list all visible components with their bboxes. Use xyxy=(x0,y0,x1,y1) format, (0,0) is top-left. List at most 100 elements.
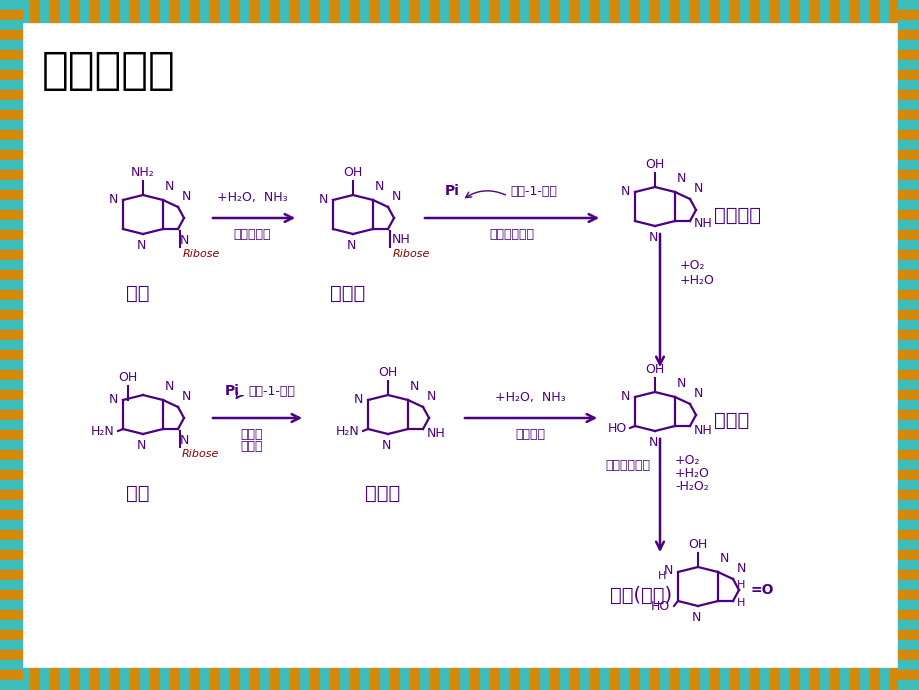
Bar xyxy=(330,0,340,22)
Bar xyxy=(230,668,240,690)
Bar xyxy=(400,0,410,22)
Bar xyxy=(160,0,170,22)
Text: N: N xyxy=(391,190,401,203)
Bar xyxy=(470,0,480,22)
Bar xyxy=(779,0,789,22)
Bar xyxy=(897,50,919,60)
Bar xyxy=(897,290,919,300)
Bar xyxy=(359,668,369,690)
Text: NH: NH xyxy=(426,426,446,440)
Bar xyxy=(0,140,22,150)
Text: Ribose: Ribose xyxy=(392,249,430,259)
Bar xyxy=(359,0,369,22)
Bar xyxy=(897,300,919,310)
Bar xyxy=(550,668,560,690)
Bar xyxy=(429,0,439,22)
Bar xyxy=(897,480,919,490)
Bar xyxy=(230,0,240,22)
Bar xyxy=(729,668,739,690)
Bar xyxy=(490,668,499,690)
Bar xyxy=(849,668,859,690)
Bar xyxy=(897,550,919,560)
Bar xyxy=(897,670,919,680)
Bar xyxy=(749,668,759,690)
Bar xyxy=(609,0,619,22)
Bar xyxy=(909,0,919,22)
Bar xyxy=(899,668,909,690)
Bar xyxy=(897,660,919,670)
Bar xyxy=(0,0,10,22)
Bar xyxy=(897,450,919,460)
Bar xyxy=(619,668,630,690)
Text: OH: OH xyxy=(343,166,362,179)
Bar xyxy=(897,390,919,400)
Bar xyxy=(480,0,490,22)
Bar xyxy=(0,130,22,140)
Bar xyxy=(60,0,70,22)
Text: NH₂: NH₂ xyxy=(131,166,154,179)
Bar xyxy=(699,0,709,22)
Bar xyxy=(0,20,22,30)
Text: N: N xyxy=(108,193,118,206)
Bar xyxy=(420,0,429,22)
Bar xyxy=(720,668,729,690)
Text: H: H xyxy=(736,598,744,608)
Text: N: N xyxy=(736,562,745,575)
Bar xyxy=(509,668,519,690)
Bar xyxy=(879,0,889,22)
Bar xyxy=(10,0,20,22)
Bar xyxy=(320,668,330,690)
Bar xyxy=(650,0,659,22)
Bar xyxy=(0,400,22,410)
Bar xyxy=(0,270,22,280)
Text: =O: =O xyxy=(750,583,774,597)
Bar xyxy=(0,160,22,170)
Bar xyxy=(897,90,919,100)
Bar xyxy=(160,668,170,690)
Bar xyxy=(0,460,22,470)
Bar xyxy=(0,430,22,440)
Bar xyxy=(0,350,22,360)
Bar xyxy=(460,0,470,22)
Bar xyxy=(519,668,529,690)
Text: N: N xyxy=(676,377,686,390)
Bar xyxy=(240,0,250,22)
Bar xyxy=(20,668,30,690)
Bar xyxy=(759,668,769,690)
Text: N: N xyxy=(693,387,703,400)
Bar xyxy=(897,230,919,240)
Bar xyxy=(897,650,919,660)
Bar xyxy=(150,0,160,22)
Bar xyxy=(650,668,659,690)
Bar xyxy=(110,0,119,22)
Text: NH: NH xyxy=(693,217,712,230)
Text: 嗇咐的分解: 嗇咐的分解 xyxy=(42,48,176,92)
Bar xyxy=(369,0,380,22)
Bar xyxy=(579,668,589,690)
Text: H₂N: H₂N xyxy=(335,424,359,437)
Bar xyxy=(897,110,919,120)
Bar xyxy=(897,510,919,520)
Bar xyxy=(897,350,919,360)
Bar xyxy=(509,0,519,22)
Bar xyxy=(739,0,749,22)
Bar xyxy=(439,668,449,690)
Text: Pi: Pi xyxy=(444,184,459,198)
Bar xyxy=(897,220,919,230)
Bar xyxy=(897,370,919,380)
Text: N: N xyxy=(346,239,356,252)
Bar xyxy=(0,120,22,130)
Text: N: N xyxy=(165,180,175,193)
Bar xyxy=(349,668,359,690)
Bar xyxy=(897,160,919,170)
Text: OH: OH xyxy=(644,363,664,376)
Bar xyxy=(240,668,250,690)
Bar xyxy=(340,0,349,22)
Bar xyxy=(0,0,22,10)
Bar xyxy=(779,668,789,690)
Bar xyxy=(679,0,689,22)
Bar xyxy=(269,0,279,22)
Bar xyxy=(889,668,899,690)
Bar xyxy=(289,668,300,690)
Bar xyxy=(800,0,809,22)
